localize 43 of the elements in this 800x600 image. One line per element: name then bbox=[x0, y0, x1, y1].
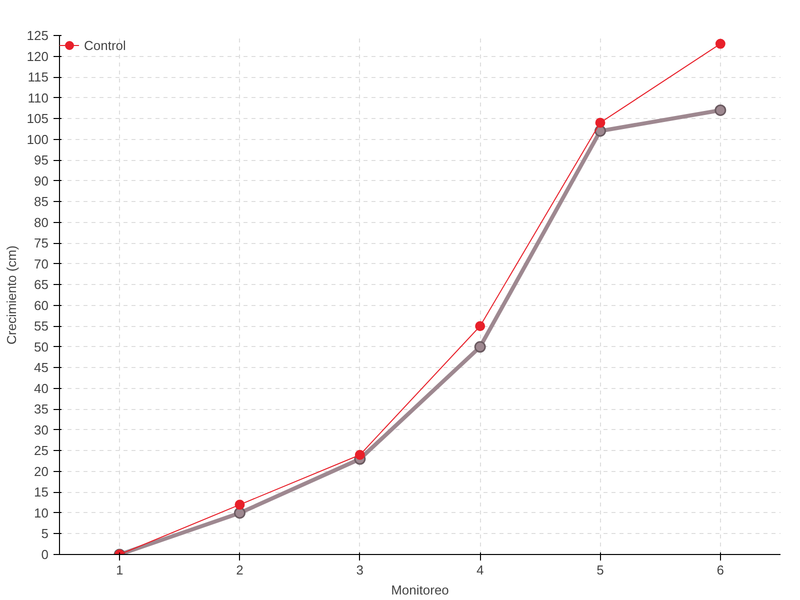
point bbox=[595, 118, 606, 128]
y-tick-label: 20 bbox=[34, 464, 49, 479]
point bbox=[715, 38, 726, 49]
x-tick-label: 6 bbox=[716, 562, 724, 578]
y-tick-label: 85 bbox=[34, 194, 49, 210]
legend-label: Control bbox=[84, 38, 126, 52]
y-tick-label: 95 bbox=[34, 152, 49, 168]
y-tick-label: 35 bbox=[34, 402, 49, 417]
point bbox=[475, 321, 486, 332]
y-tick-label: 5 bbox=[41, 526, 49, 542]
y-tick-label: 120 bbox=[26, 48, 49, 64]
y-tick-label: 115 bbox=[28, 70, 49, 85]
y-tick-label: 105 bbox=[26, 111, 49, 126]
y-tick-label: 75 bbox=[34, 236, 49, 251]
point bbox=[234, 500, 245, 510]
x-tick-label: 2 bbox=[236, 562, 244, 578]
y-tick-label: 80 bbox=[34, 214, 49, 230]
y-tick-label: 15 bbox=[34, 484, 49, 500]
x-tick-label: 1 bbox=[116, 562, 124, 578]
y-tick-label: 100 bbox=[26, 132, 49, 147]
y-tick-label: 90 bbox=[34, 173, 49, 188]
y-tick-label: 65 bbox=[34, 277, 49, 292]
y-tick-label: 10 bbox=[34, 505, 49, 520]
y-axis-title: Crecimiento (cm) bbox=[4, 246, 19, 344]
point bbox=[234, 507, 246, 519]
y-tick-label: 40 bbox=[34, 380, 49, 396]
y-tick-label: 60 bbox=[34, 298, 49, 313]
x-tick-label: 5 bbox=[596, 562, 604, 578]
x-axis-title: Monitoreo bbox=[391, 582, 449, 598]
y-tick-label: 55 bbox=[34, 318, 49, 334]
point bbox=[714, 104, 726, 116]
y-tick-label: 45 bbox=[34, 360, 49, 376]
y-tick-label: 50 bbox=[34, 339, 49, 354]
x-tick-label: 4 bbox=[476, 562, 484, 578]
x-tick-label: 3 bbox=[356, 562, 364, 578]
y-tick-label: 0 bbox=[41, 547, 49, 562]
y-tick-label: 125 bbox=[26, 28, 49, 43]
y-tick-label: 110 bbox=[28, 90, 49, 106]
point bbox=[474, 341, 486, 353]
y-tick-label: 25 bbox=[34, 443, 49, 458]
y-tick-label: 70 bbox=[34, 256, 49, 272]
y-tick-label: 30 bbox=[34, 422, 49, 438]
point bbox=[354, 450, 365, 460]
